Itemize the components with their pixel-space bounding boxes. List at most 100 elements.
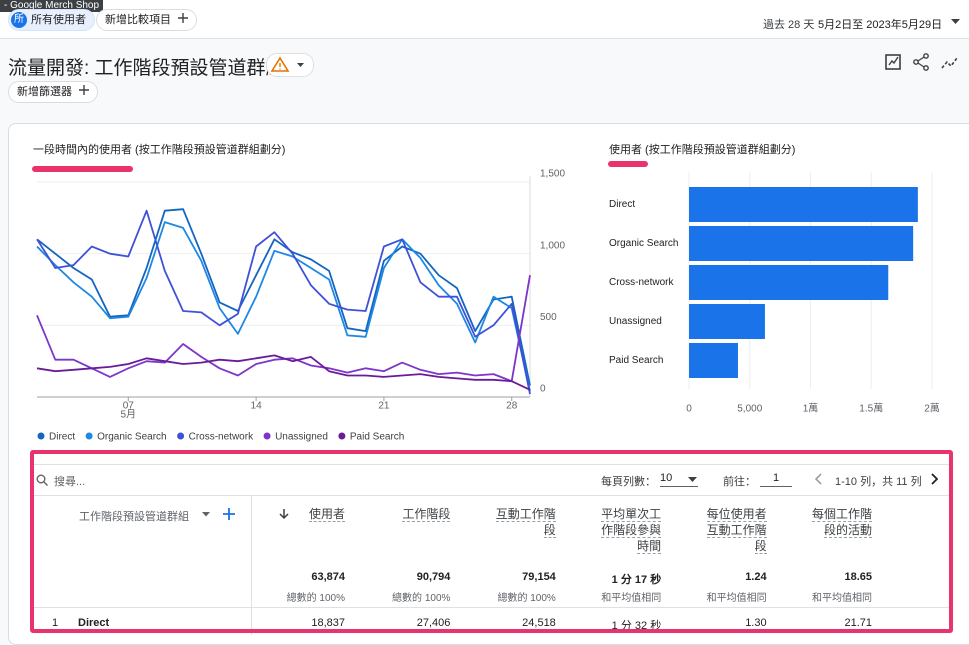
period: 過去 28 天 [763,19,815,31]
warning-chip[interactable] [266,53,314,77]
legend-dot [85,432,93,440]
column-header[interactable]: 平均單次工作階段參與時間 [597,506,662,554]
column-name: 互動工作階段 [495,507,556,538]
page-title: 流量開發: 工作階段預設管道群組 [8,58,285,79]
highlight-mark [608,161,648,167]
cell: 18,837 [311,617,345,629]
cell: 21.71 [844,617,872,629]
category-label: Organic Search [609,238,678,249]
row-dimension[interactable]: Direct [78,617,110,629]
chart-title: 一段時間內的使用者 (按工作階段預設管道群組劃分) [33,142,285,156]
y-tick-label: 500 [540,312,557,323]
sort-icon [279,509,289,520]
column-total-note: 和平均值相同 [706,593,767,604]
divider [30,607,953,608]
legend-label: Organic Search [97,432,166,443]
search-input[interactable]: 搜尋... [54,476,86,488]
column-name: 平均單次工作階段參與時間 [601,507,662,554]
add-filter[interactable]: 新增篩選器 [8,81,99,103]
category-label: Paid Search [609,355,663,366]
y-tick-label: 1,000 [540,240,565,251]
y-tick-label: 0 [540,384,546,395]
rows-per-page[interactable]: 10 [660,472,698,487]
next-page[interactable] [930,473,938,485]
goto-value: 1 [772,472,780,484]
line-series [36,209,531,395]
column-header[interactable]: 工作階段 [386,506,451,522]
line-series [36,275,531,383]
column-total: 1 分 17 秒 [611,574,662,586]
cell: 24,518 [522,617,556,629]
bar [689,304,765,339]
cell: 1.30 [745,617,767,629]
column-total: 63,874 [311,571,345,583]
x-tick-label: 5,000 [737,404,762,415]
dropdown-icon [688,477,697,482]
column-total-note: 總數的 100% [497,593,556,604]
column-header[interactable]: 每個工作階段的活動 [808,506,872,538]
line-series [36,354,531,391]
add-comparison-label: 新增比較項目 [105,14,171,26]
column-name: 每個工作階段的活動 [811,507,872,538]
chart-title: 使用者 (按工作階段預設管道群組劃分) [609,142,795,156]
legend-dot [338,432,346,440]
segment-icon: 所 [11,12,27,29]
bar [689,265,889,300]
category-label: Cross-network [609,277,674,288]
bar [689,343,738,378]
column-header[interactable]: 互動工作階段 [492,506,556,538]
column-total-note: 總數的 100% [392,593,451,604]
date-dropdown[interactable] [951,19,960,25]
x-tick-label: 2萬 [924,402,940,415]
add-dimension[interactable] [223,508,235,520]
highlight-mark [32,166,133,172]
rows-per-page-label: 每頁列數： [601,476,656,488]
column-total: 79,154 [522,571,556,583]
goto-label: 前往： [723,476,756,488]
segment-chip[interactable]: 所所有使用者 [8,9,95,31]
divider [30,495,953,496]
goto-input[interactable]: 1 [760,472,792,487]
dimension-header[interactable]: 工作階段預設管道群組 [79,511,189,523]
toolbar-icons[interactable] [884,52,964,74]
line-series [36,221,531,392]
column-total-note: 和平均值相同 [812,593,872,604]
add-comparison[interactable]: 新增比較項目 [96,9,198,31]
column-total-note: 總數的 100% [286,593,345,604]
category-label: Unassigned [609,316,662,327]
warning-icon [270,56,304,72]
legend-dot [263,432,271,440]
y-tick-label: 1,500 [540,169,565,180]
date-range[interactable]: 5月2日至 2023年5月29日 [818,19,943,31]
x-tick-label: 28 [506,401,518,412]
column-name: 每位使用者互動工作階段 [706,507,767,554]
dropdown-icon [202,512,210,517]
plus-icon [79,85,90,95]
data-table: 搜尋... 每頁列數： 10 前往： 1 1-10 列，共 11 列 工作階段預… [30,450,953,635]
x-tick-label: 1萬 [803,402,819,415]
highlight-box [30,450,953,633]
add-filter-label: 新增篩選器 [17,86,72,98]
category-label: Direct [609,199,635,210]
plus-icon [178,13,189,23]
bar [689,226,914,261]
x-tick-label: 07 [123,401,135,412]
legend-label: Direct [49,432,75,443]
column-header[interactable]: 使用者 [279,506,345,522]
column-header[interactable]: 每位使用者互動工作階段 [703,506,767,554]
rows-per-page-value: 10 [660,472,673,484]
legend-label: Paid Search [350,432,404,443]
legend-label: Cross-network [189,432,254,443]
x-tick-label: 21 [378,401,390,412]
legend-dot [177,432,185,440]
row-rank: 1 [52,617,59,629]
segment-label: 所有使用者 [31,14,86,26]
pagination: 1-10 列，共 11 列 [835,476,922,488]
column-total: 1.24 [745,571,767,583]
x-tick-label: 14 [251,401,263,412]
prev-page[interactable] [815,473,823,485]
bar [689,187,918,222]
column-name: 使用者 [308,507,345,522]
